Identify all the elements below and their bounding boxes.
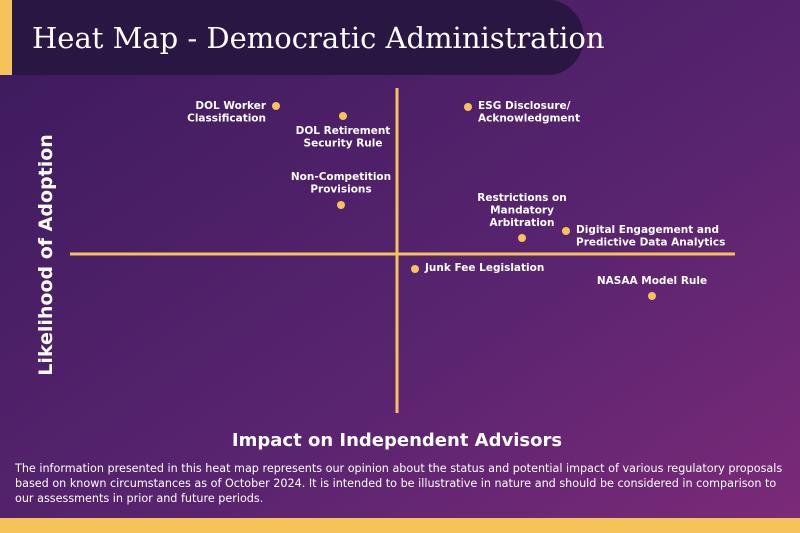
bottom-bar [0, 518, 800, 533]
node-label: Classification [187, 113, 266, 125]
node-label: Digital Engagement and [576, 224, 719, 236]
node-dot [337, 201, 345, 209]
node-dot [272, 102, 280, 110]
node-dot [518, 234, 526, 242]
footer-line: based on known circumstances as of Octob… [15, 477, 776, 490]
node-label: Mandatory [490, 205, 554, 217]
node-label: ESG Disclosure/ [478, 100, 571, 112]
node-dot [464, 103, 472, 111]
node-label: Predictive Data Analytics [576, 237, 725, 249]
y-axis-label: Likelihood of Adoption [35, 134, 57, 376]
accent-bar [0, 0, 12, 75]
node-dot [648, 292, 656, 300]
node-label: Junk Fee Legislation [424, 262, 544, 274]
node-label: Provisions [310, 184, 371, 196]
node-label: Non-Competition [291, 171, 391, 183]
footer-line: our assessments in prior and future peri… [15, 492, 263, 505]
node-label: Security Rule [304, 138, 383, 150]
node-dot [339, 112, 347, 120]
node-label: DOL Worker [195, 100, 266, 112]
node-label: Arbitration [489, 217, 554, 229]
node-label: Restrictions on [477, 192, 566, 204]
title-box [0, 0, 584, 75]
node-label: DOL Retirement [296, 125, 391, 137]
x-axis-label: Impact on Independent Advisors [232, 430, 562, 451]
footer-line: The information presented in this heat m… [14, 462, 782, 475]
node-dot [562, 227, 570, 235]
title: Heat Map - Democratic Administration [32, 21, 605, 55]
node-label: Acknowledgment [478, 113, 580, 125]
node-label: NASAA Model Rule [597, 275, 707, 287]
node-dot [411, 265, 419, 273]
